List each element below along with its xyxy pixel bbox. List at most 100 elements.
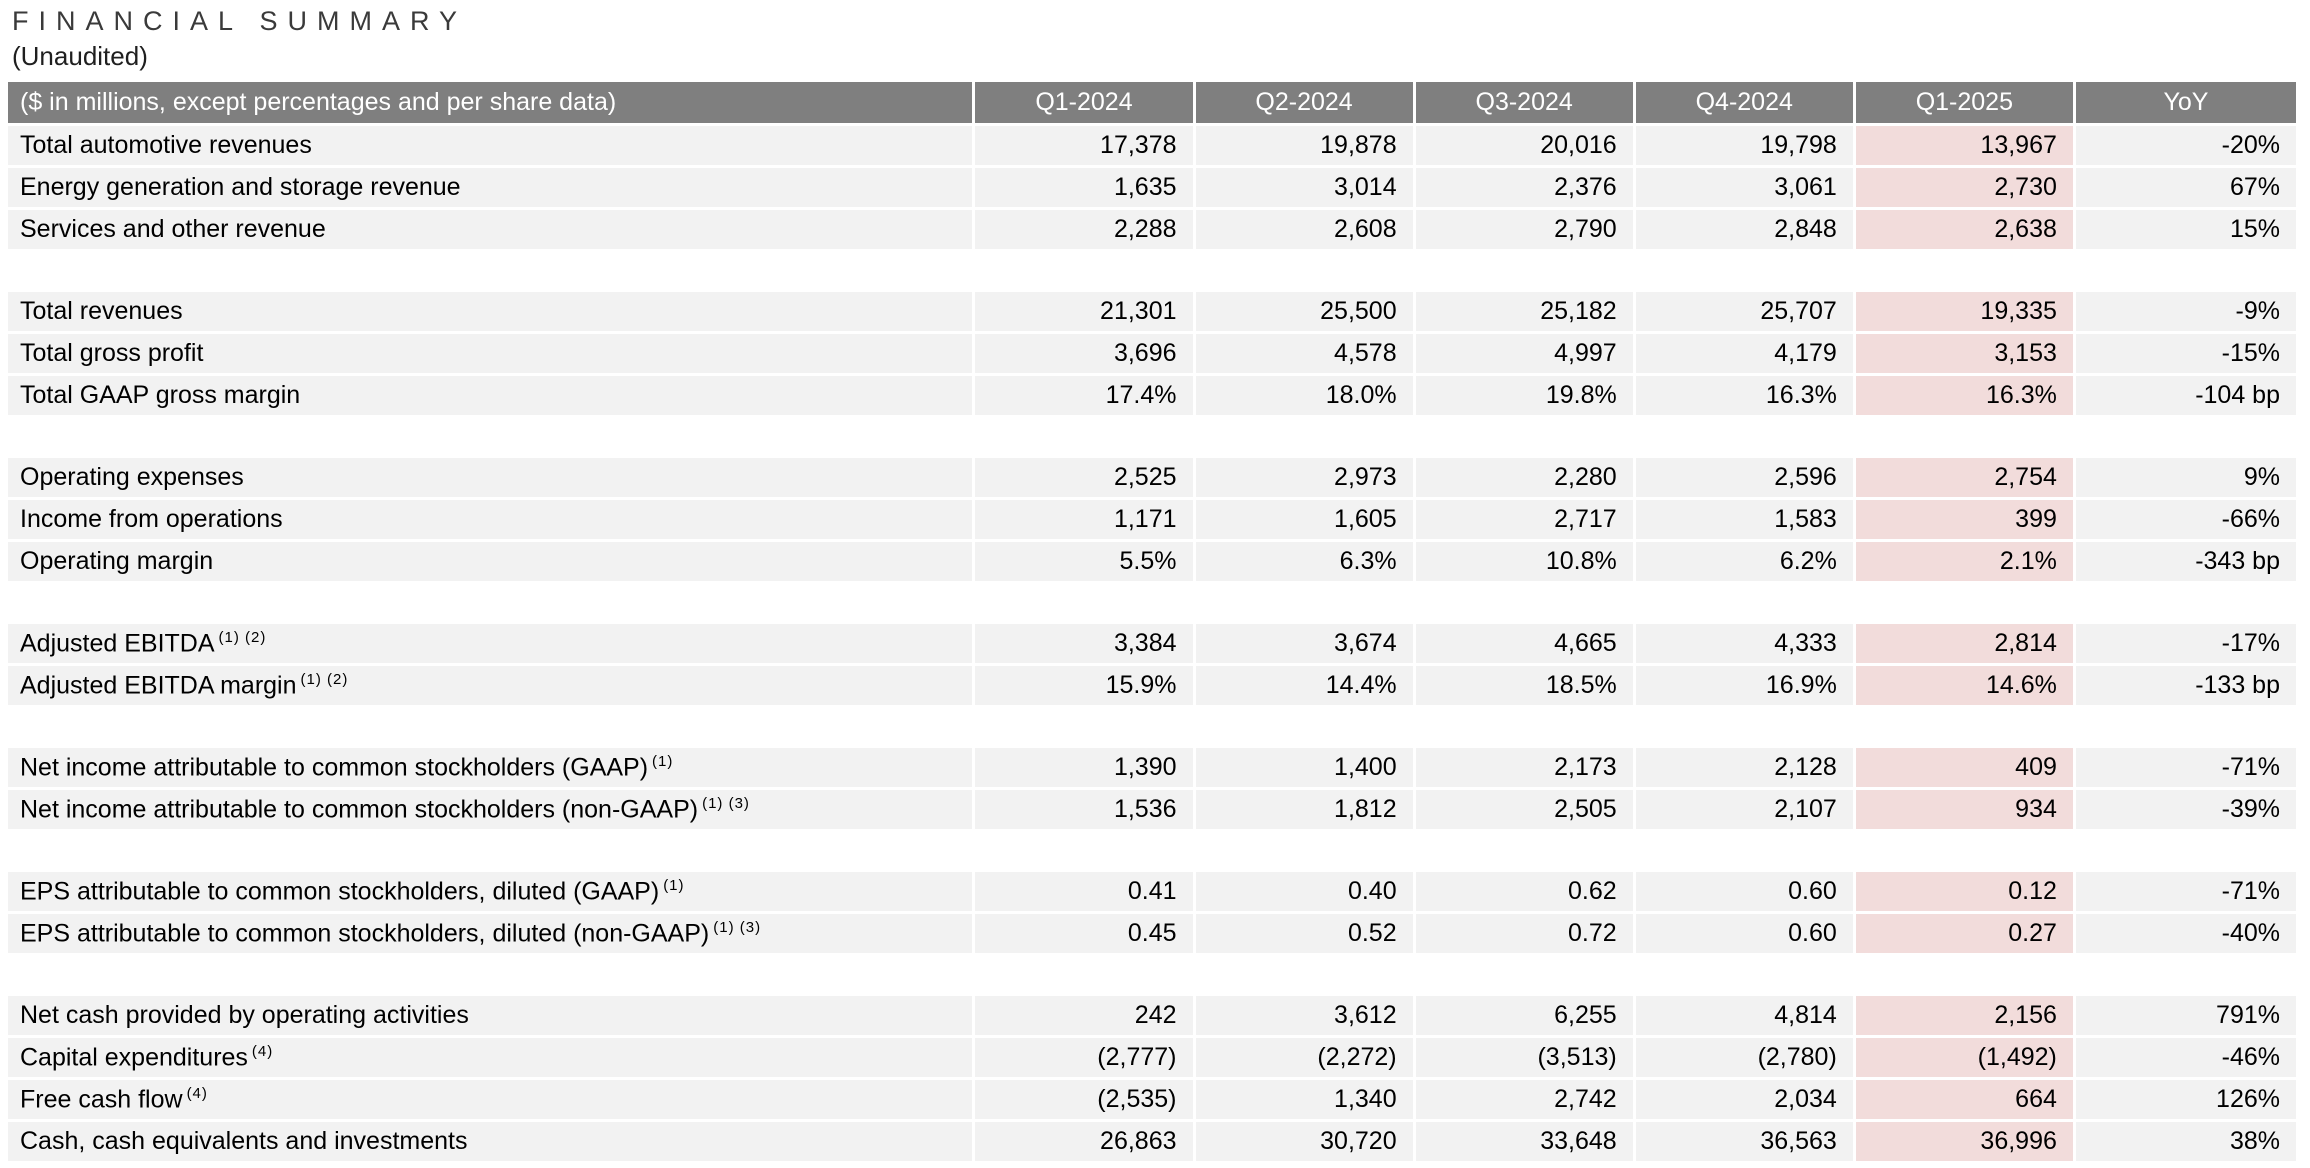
table-row: Adjusted EBITDA margin (1) (2) 15.9% 14.4% 1… — [8, 666, 2296, 708]
row-label: Free cash flow (4) — [8, 1080, 976, 1122]
spacer-row — [8, 252, 2296, 292]
value-cell: 126% — [2075, 1080, 2296, 1122]
value-cell: 1,605 — [1195, 500, 1416, 542]
table-row: Net income attributable to common stockh… — [8, 790, 2296, 832]
row-label: Net income attributable to common stockh… — [8, 748, 976, 790]
value-cell: -9% — [2075, 292, 2296, 334]
value-cell: 4,578 — [1195, 334, 1416, 376]
value-cell: -39% — [2075, 790, 2296, 832]
value-cell: 242 — [975, 996, 1196, 1038]
value-cell: 14.4% — [1195, 666, 1416, 708]
value-cell: 2,288 — [975, 210, 1196, 252]
value-cell: -133 bp — [2075, 666, 2296, 708]
table-row: Net cash provided by operating activitie… — [8, 996, 2296, 1038]
value-cell: 1,812 — [1195, 790, 1416, 832]
value-cell: 1,390 — [975, 748, 1196, 790]
value-cell: 17.4% — [975, 376, 1196, 418]
table-row: Free cash flow (4) (2,535) 1,340 2,742 2,034 6… — [8, 1080, 2296, 1122]
value-cell: 4,333 — [1635, 624, 1856, 666]
value-cell: 1,340 — [1195, 1080, 1416, 1122]
value-cell: 1,171 — [975, 500, 1196, 542]
value-cell-highlight: 16.3% — [1855, 376, 2076, 418]
row-label: Net income attributable to common stockh… — [8, 790, 976, 832]
value-cell-highlight: 0.12 — [1855, 872, 2076, 914]
value-cell: 1,536 — [975, 790, 1196, 832]
value-cell: (2,780) — [1635, 1038, 1856, 1080]
value-cell: 2,848 — [1635, 210, 1856, 252]
value-cell: 2,280 — [1415, 458, 1636, 500]
value-cell: 0.72 — [1415, 914, 1636, 956]
row-label: Energy generation and storage revenue — [8, 168, 976, 210]
value-cell-highlight: 2.1% — [1855, 542, 2076, 584]
column-header-q1-2024: Q1-2024 — [975, 82, 1196, 126]
value-cell: 2,505 — [1415, 790, 1636, 832]
value-cell-highlight: 409 — [1855, 748, 2076, 790]
spacer-row — [8, 418, 2296, 458]
value-cell: 3,061 — [1635, 168, 1856, 210]
row-label: Adjusted EBITDA (1) (2) — [8, 624, 976, 666]
financial-summary-table: ($ in millions, except percentages and p… — [8, 82, 2296, 1164]
value-cell-highlight: 2,814 — [1855, 624, 2076, 666]
value-cell: -71% — [2075, 748, 2296, 790]
value-cell: 0.41 — [975, 872, 1196, 914]
value-cell: 20,016 — [1415, 126, 1636, 168]
value-cell: 6.3% — [1195, 542, 1416, 584]
value-cell: 19,798 — [1635, 126, 1856, 168]
value-cell: 5.5% — [975, 542, 1196, 584]
value-cell: 18.0% — [1195, 376, 1416, 418]
spacer-cell — [8, 832, 2296, 872]
value-cell: -15% — [2075, 334, 2296, 376]
value-cell-highlight: 0.27 — [1855, 914, 2076, 956]
row-label: Total revenues — [8, 292, 976, 334]
value-cell: (2,535) — [975, 1080, 1196, 1122]
row-label: Operating margin — [8, 542, 976, 584]
value-cell-highlight: 2,156 — [1855, 996, 2076, 1038]
footnote-ref: (1) — [663, 876, 685, 894]
column-header-q3-2024: Q3-2024 — [1415, 82, 1636, 126]
value-cell: 2,128 — [1635, 748, 1856, 790]
spacer-row — [8, 708, 2296, 748]
table-row: Income from operations 1,171 1,605 2,717 1,5… — [8, 500, 2296, 542]
table-row: Total GAAP gross margin 17.4% 18.0% 19.8% 16… — [8, 376, 2296, 418]
value-cell: 2,790 — [1415, 210, 1636, 252]
footnote-ref: (4) — [251, 1042, 274, 1060]
value-cell: -17% — [2075, 624, 2296, 666]
table-row: Energy generation and storage revenue 1,6… — [8, 168, 2296, 210]
row-label: Cash, cash equivalents and investments — [8, 1122, 976, 1164]
table-row: Net income attributable to common stockh… — [8, 748, 2296, 790]
value-cell: -46% — [2075, 1038, 2296, 1080]
spacer-cell — [8, 584, 2296, 624]
label-header-cell: ($ in millions, except percentages and p… — [8, 82, 976, 126]
value-cell: 18.5% — [1415, 666, 1636, 708]
value-cell: 3,384 — [975, 624, 1196, 666]
value-cell: 6,255 — [1415, 996, 1636, 1038]
value-cell: 25,182 — [1415, 292, 1636, 334]
value-cell: 1,583 — [1635, 500, 1856, 542]
spacer-row — [8, 832, 2296, 872]
value-cell-highlight: 934 — [1855, 790, 2076, 832]
value-cell: 25,500 — [1195, 292, 1416, 334]
value-cell: 26,863 — [975, 1122, 1196, 1164]
value-cell: 15% — [2075, 210, 2296, 252]
value-cell: 0.45 — [975, 914, 1196, 956]
value-cell: 6.2% — [1635, 542, 1856, 584]
value-cell: 2,173 — [1415, 748, 1636, 790]
value-cell: -20% — [2075, 126, 2296, 168]
table-row: EPS attributable to common stockholders,… — [8, 914, 2296, 956]
footnote-ref: (4) — [186, 1084, 208, 1102]
value-cell: (2,272) — [1195, 1038, 1416, 1080]
value-cell: 3,014 — [1195, 168, 1416, 210]
value-cell: 0.52 — [1195, 914, 1416, 956]
row-label: Operating expenses — [8, 458, 976, 500]
table-row: Services and other revenue 2,288 2,608 2,79… — [8, 210, 2296, 252]
page-title: FINANCIAL SUMMARY — [12, 6, 468, 36]
value-cell: 67% — [2075, 168, 2296, 210]
value-cell: 3,696 — [975, 334, 1196, 376]
value-cell: 25,707 — [1635, 292, 1856, 334]
value-cell: 2,107 — [1635, 790, 1856, 832]
spacer-cell — [8, 708, 2296, 748]
row-label: Adjusted EBITDA margin (1) (2) — [8, 666, 976, 708]
table-row: Operating expenses 2,525 2,973 2,280 2,596 2,… — [8, 458, 2296, 500]
spacer-cell — [8, 418, 2296, 458]
